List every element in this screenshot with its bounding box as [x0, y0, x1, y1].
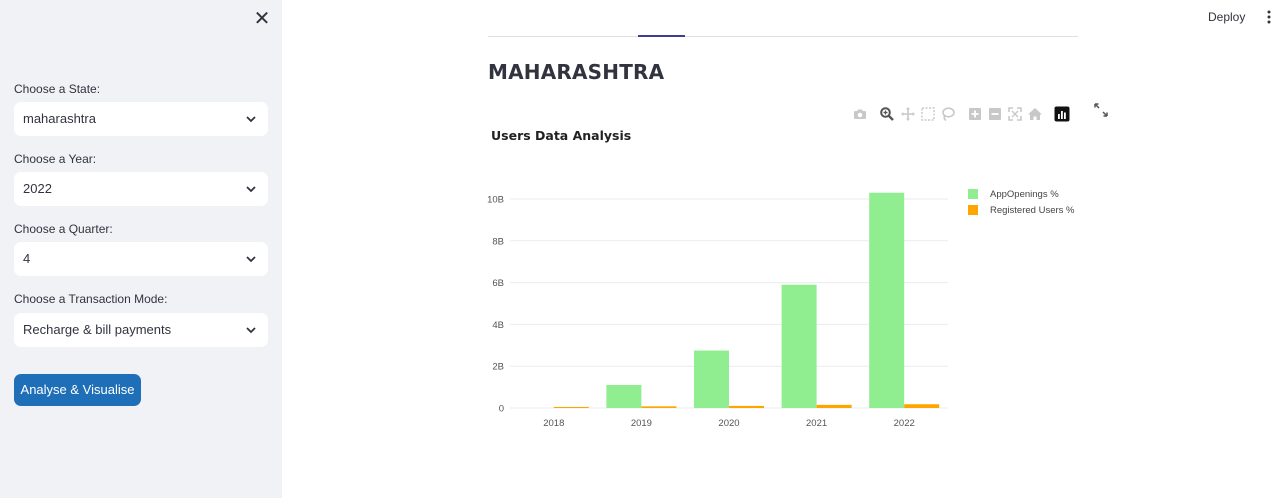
- quarter-select[interactable]: 4: [14, 242, 268, 276]
- transaction-mode-select-value: Recharge & bill payments: [23, 322, 172, 337]
- y-tick-label: 4B: [492, 320, 504, 331]
- y-tick-label: 8B: [492, 236, 504, 247]
- quarter-select-value: 4: [23, 251, 31, 266]
- legend-swatch-registered-users: [968, 205, 978, 215]
- sidebar: ✕ Choose a State: maharashtra Choose a Y…: [0, 0, 282, 498]
- x-tick-label: 2021: [806, 418, 827, 429]
- legend-item-registered-users[interactable]: Registered Users %: [968, 204, 1074, 220]
- chevron-down-icon: [246, 116, 256, 123]
- bar-app-openings-2022[interactable]: [869, 192, 905, 408]
- x-tick-label: 2020: [718, 418, 739, 429]
- zoom-out-icon[interactable]: [987, 106, 1003, 122]
- camera-icon[interactable]: [852, 106, 868, 122]
- bar-registered-users-2018[interactable]: [553, 406, 589, 408]
- lasso-icon[interactable]: [940, 106, 956, 122]
- chevron-down-icon: [246, 327, 256, 334]
- legend-swatch-app-openings: [968, 189, 978, 199]
- x-tick-label: 2019: [631, 418, 652, 429]
- box-select-icon[interactable]: [920, 106, 936, 122]
- bar-app-openings-2021[interactable]: [781, 284, 817, 408]
- page-title: MAHARASHTRA: [488, 60, 665, 84]
- year-select-value: 2022: [23, 181, 52, 196]
- tab-divider: [488, 36, 1078, 37]
- y-tick-label: 2B: [492, 362, 504, 373]
- chart-title: Users Data Analysis: [491, 128, 632, 143]
- legend-label-app-openings: AppOpenings %: [990, 189, 1059, 200]
- close-icon[interactable]: ✕: [253, 6, 271, 30]
- y-tick-label: 6B: [492, 278, 504, 289]
- x-tick-label: 2018: [543, 418, 564, 429]
- bar-app-openings-2020[interactable]: [694, 350, 729, 408]
- transaction-mode-label: Choose a Transaction Mode:: [14, 292, 168, 306]
- quarter-label: Choose a Quarter:: [14, 222, 113, 236]
- chevron-down-icon: [246, 186, 256, 193]
- bar-app-openings-2019[interactable]: [606, 385, 642, 408]
- chevron-down-icon: [246, 256, 256, 263]
- zoom-icon[interactable]: [879, 106, 895, 122]
- bar-registered-users-2021[interactable]: [816, 404, 852, 408]
- bar-registered-users-2019[interactable]: [641, 406, 677, 408]
- x-tick-label: 2022: [894, 418, 915, 429]
- bar-registered-users-2022[interactable]: [904, 404, 940, 408]
- bar-chart: 0 2B 4B 6B 8B 10B 2018 2019 2020 2021 2022: [487, 192, 948, 429]
- state-label: Choose a State:: [14, 82, 101, 96]
- chart-legend: AppOpenings % Registered Users %: [968, 188, 1074, 220]
- more-vertical-icon[interactable]: [1264, 9, 1274, 25]
- year-label: Choose a Year:: [14, 152, 97, 166]
- autoscale-icon[interactable]: [1007, 106, 1023, 122]
- fullscreen-expand-icon[interactable]: [1094, 103, 1108, 117]
- state-select-value: maharashtra: [23, 111, 96, 126]
- state-select[interactable]: maharashtra: [14, 102, 268, 136]
- active-tab-indicator[interactable]: [638, 35, 685, 37]
- y-tick-label: 10B: [487, 195, 504, 206]
- reset-axes-icon[interactable]: [1027, 106, 1043, 122]
- zoom-in-icon[interactable]: [967, 106, 983, 122]
- legend-item-app-openings[interactable]: AppOpenings %: [968, 188, 1074, 204]
- legend-label-registered-users: Registered Users %: [990, 205, 1075, 216]
- plotly-logo-icon[interactable]: [1054, 106, 1070, 122]
- analyse-visualise-button[interactable]: Analyse & Visualise: [14, 374, 141, 406]
- year-select[interactable]: 2022: [14, 172, 268, 206]
- pan-icon[interactable]: [900, 106, 916, 122]
- transaction-mode-select[interactable]: Recharge & bill payments: [14, 313, 268, 347]
- bar-registered-users-2020[interactable]: [729, 405, 764, 408]
- deploy-button[interactable]: Deploy: [1208, 10, 1246, 24]
- y-tick-label: 0: [499, 404, 504, 415]
